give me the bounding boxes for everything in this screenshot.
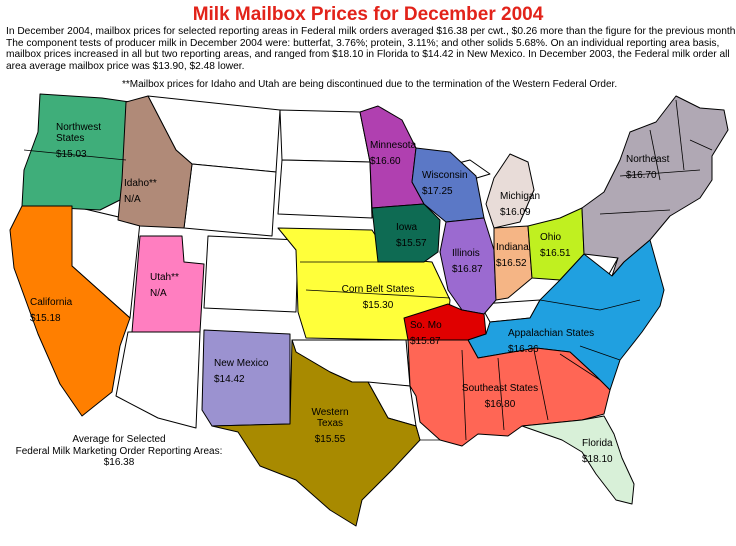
region-name-iowa: Iowa (396, 222, 418, 233)
region-name-western-texas: Western (311, 407, 348, 418)
region-price-new-mexico: $14.42 (214, 374, 245, 385)
region-name-indiana: Indiana (496, 242, 529, 253)
region-name-illinois: Illinois (452, 248, 480, 259)
intro-line: In December 2004, mailbox prices for sel… (6, 26, 736, 37)
region-florida[interactable] (521, 415, 635, 505)
south-dakota (277, 159, 373, 219)
region-name-appalachian: Appalachian States (508, 328, 594, 339)
map-title: Milk Mailbox Prices for December 2004 (192, 4, 544, 25)
region-price-michigan: $16.09 (500, 207, 531, 218)
average-value: $16.38 (103, 457, 135, 468)
intro-line: The component tests of producer milk in … (6, 37, 720, 49)
region-price-california: $15.18 (30, 313, 61, 324)
region-price-ohio: $16.51 (540, 248, 571, 259)
region-price-so-mo: $15.87 (410, 336, 441, 347)
north-dakota (279, 109, 371, 163)
region-price-southeast: $16.80 (485, 399, 516, 410)
region-name-california: California (30, 297, 73, 308)
region-price-northwest: $15.03 (56, 149, 87, 160)
region-name-northwest: Northwest (56, 122, 101, 133)
region-northeast[interactable] (581, 95, 729, 277)
non-reporting-states (71, 95, 619, 429)
region-price-illinois: $16.87 (452, 264, 483, 275)
region-price-indiana: $16.52 (496, 258, 527, 269)
region-price-idaho: N/A (124, 194, 141, 205)
region-name-ohio: Ohio (540, 232, 562, 243)
region-western-texas[interactable] (211, 339, 421, 527)
region-name-western-texas: Texas (317, 418, 343, 429)
region-idaho[interactable] (117, 95, 193, 229)
region-name-idaho: Idaho** (124, 178, 157, 189)
average-label-line1: Average for Selected (72, 434, 166, 445)
region-price-florida: $18.10 (582, 454, 613, 465)
region-name-corn-belt: Corn Belt States (342, 284, 415, 295)
intro-paragraph: In December 2004, mailbox prices for sel… (6, 26, 736, 72)
average-label-line2: Federal Milk Marketing Order Reporting A… (15, 445, 223, 457)
discontinued-note: **Mailbox prices for Idaho and Utah are … (122, 79, 618, 90)
region-name-northeast: Northeast (626, 154, 670, 165)
region-price-minnesota: $16.60 (370, 156, 401, 167)
state-borders (23, 99, 713, 441)
region-michigan[interactable] (485, 153, 535, 229)
arizona (115, 331, 201, 429)
reporting-regions (9, 93, 729, 527)
region-name-utah: Utah** (150, 272, 179, 283)
region-iowa[interactable] (371, 203, 441, 263)
average-box: Average for Selected Federal Milk Market… (0, 434, 238, 469)
wyoming (183, 163, 277, 237)
region-utah[interactable] (131, 235, 205, 333)
region-price-iowa: $15.57 (396, 238, 427, 249)
region-name-wisconsin: Wisconsin (422, 170, 468, 181)
region-name-so-mo: So. Mo (410, 320, 442, 331)
region-price-appalachian: $16.36 (508, 344, 539, 355)
intro-line: area average mailbox price was $13.90, $… (6, 60, 245, 72)
region-name-new-mexico: New Mexico (214, 358, 269, 369)
colorado (203, 235, 299, 313)
region-name-northwest: States (56, 133, 84, 144)
region-name-southeast: Southeast States (462, 383, 538, 394)
region-price-wisconsin: $17.25 (422, 186, 453, 197)
region-price-utah: N/A (150, 288, 167, 299)
region-name-minnesota: Minnesota (370, 140, 417, 151)
region-price-northeast: $16.70 (626, 170, 657, 181)
region-price-corn-belt: $15.30 (363, 300, 394, 311)
region-name-michigan: Michigan (500, 191, 540, 202)
region-california[interactable] (9, 205, 131, 417)
region-name-florida: Florida (582, 438, 613, 449)
intro-line: mailbox prices increased in all but two … (6, 49, 730, 61)
region-price-western-texas: $15.55 (315, 434, 346, 445)
